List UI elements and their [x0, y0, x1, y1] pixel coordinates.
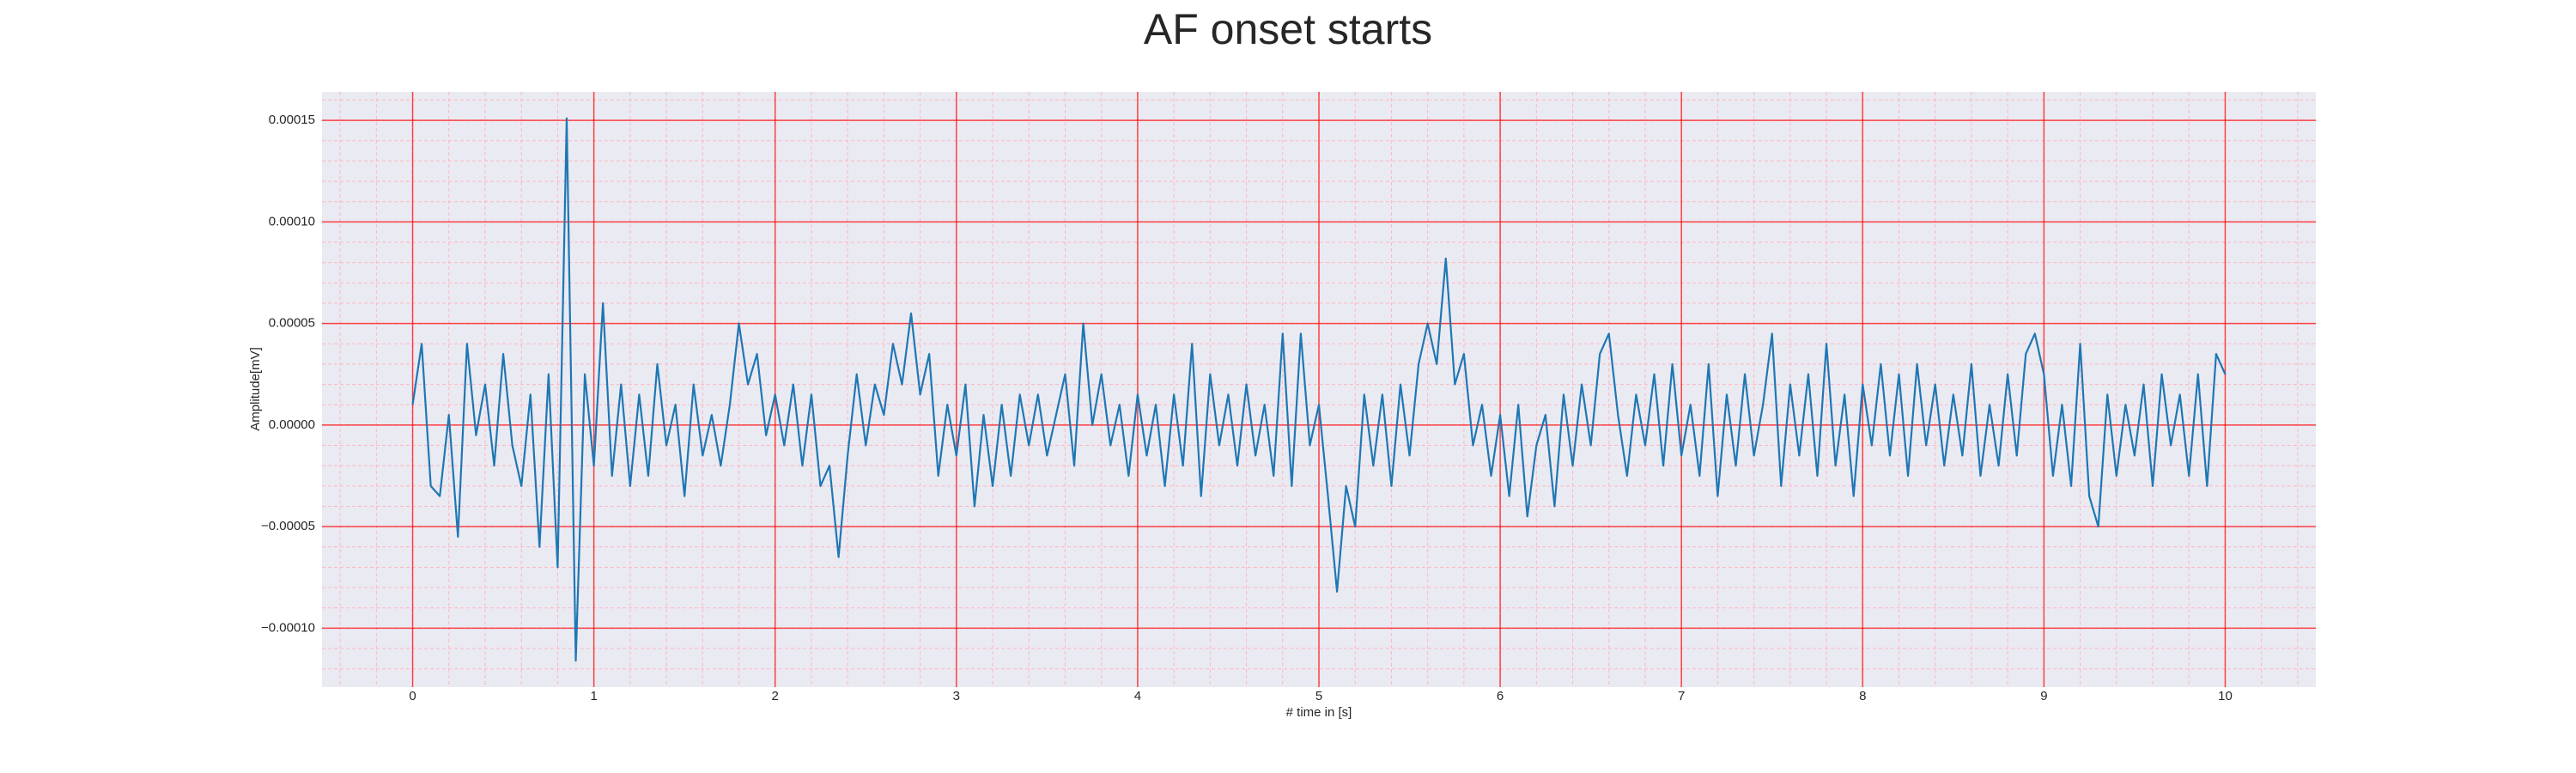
x-tick-label: 1 — [590, 689, 597, 703]
x-tick-label: 4 — [1134, 689, 1141, 703]
x-tick-label: 2 — [772, 689, 779, 703]
signal-line — [411, 117, 2227, 662]
y-tick-label: 0.00010 — [269, 214, 315, 228]
x-tick-label: 6 — [1497, 689, 1504, 703]
y-tick-label: 0.00015 — [269, 113, 315, 127]
y-tick-label: 0.00005 — [269, 316, 315, 331]
y-tick-label: −0.00010 — [261, 620, 315, 635]
chart-title: AF onset starts — [1144, 5, 1432, 53]
y-tick-label: 0.00000 — [269, 417, 315, 432]
x-tick-label: 0 — [409, 689, 416, 703]
x-tick-label: 3 — [953, 689, 960, 703]
x-axis-label: # time in [s] — [1286, 705, 1352, 720]
x-tick-label: 8 — [1859, 689, 1866, 703]
x-tick-label: 7 — [1678, 689, 1685, 703]
x-tick-label: 5 — [1315, 689, 1322, 703]
x-tick-label: 9 — [2040, 689, 2047, 703]
y-tick-label: −0.00005 — [261, 519, 315, 533]
x-tick-label: 10 — [2218, 689, 2233, 703]
y-axis-label: Amplitude[mV] — [248, 347, 263, 431]
